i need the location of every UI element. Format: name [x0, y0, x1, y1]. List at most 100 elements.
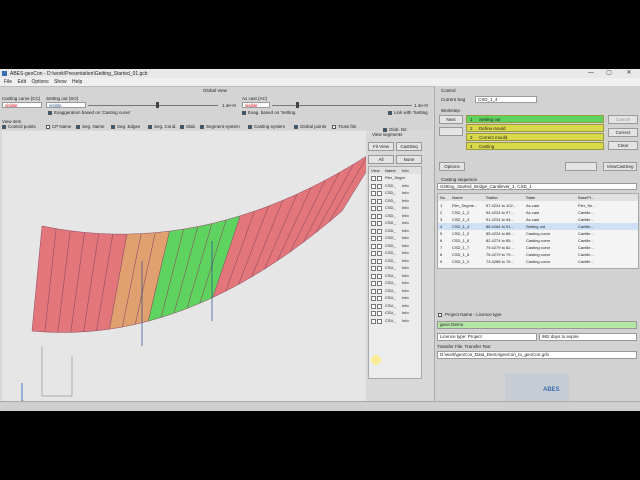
as-cast-field[interactable]: visible	[242, 102, 270, 108]
view-item-checkbox[interactable]	[2, 125, 6, 129]
view-checkbox[interactable]	[371, 206, 376, 211]
segment-row[interactable]: CSD_ Info	[369, 204, 421, 211]
fit-view-button[interactable]: Fit View	[368, 142, 394, 151]
segment-info-button[interactable]: Info	[402, 265, 409, 270]
visible-checkbox[interactable]	[377, 206, 382, 211]
close-button[interactable]: ✕	[626, 70, 632, 76]
view-checkbox[interactable]	[371, 296, 376, 301]
view-checkbox[interactable]	[371, 288, 376, 294]
view-item-checkbox[interactable]	[332, 125, 336, 129]
segment-row[interactable]: CSD_ Info	[369, 234, 421, 241]
view-item-slab[interactable]: Slab	[186, 124, 196, 129]
menu-options[interactable]: Options	[31, 79, 49, 85]
view-item-cp-name[interactable]: CP Name	[52, 124, 72, 129]
table-row[interactable]: 2 CSD_1_2 94.4224 to 97... As cast Cantile..…	[438, 209, 638, 216]
next-button[interactable]: Next	[439, 115, 463, 124]
table-row[interactable]: 3 CSD_1_3 91.4224 to 94... As cast Cantile..…	[438, 216, 638, 223]
maximize-button[interactable]: ▢	[606, 70, 612, 76]
segment-row[interactable]: CSU_ Info	[369, 317, 421, 324]
link-checkbox[interactable]	[388, 111, 392, 115]
project-checkbox[interactable]	[438, 313, 442, 317]
visible-checkbox[interactable]	[377, 266, 382, 271]
segment-row[interactable]: CSD_ Info	[369, 219, 421, 226]
view-item-checkbox[interactable]	[111, 125, 115, 129]
visible-checkbox[interactable]	[377, 296, 382, 301]
view-item-control-points[interactable]: Control points	[8, 124, 36, 129]
visible-checkbox[interactable]	[377, 303, 382, 309]
previous-button[interactable]	[439, 127, 463, 136]
segment-info-button[interactable]: Info	[402, 190, 409, 195]
view-item-seg-name[interactable]: Seg. Name	[82, 124, 105, 129]
visible-checkbox[interactable]	[377, 258, 382, 264]
view-item-seg-cond[interactable]: Seg. Cond.	[154, 124, 177, 129]
view-segments-list[interactable]: View Name Info Pier_Segm CSD_ Info CSD_ Info…	[368, 166, 422, 379]
view-checkbox[interactable]	[371, 266, 376, 271]
view-item-checkbox[interactable]	[294, 125, 298, 129]
segment-info-button[interactable]: Info	[402, 317, 409, 323]
segment-row[interactable]: CSD_ Info	[369, 249, 421, 256]
segment-row[interactable]: CSU_ Info	[369, 302, 421, 309]
visible-checkbox[interactable]	[377, 213, 382, 219]
workstep-item[interactable]: 4 Casting	[466, 142, 604, 150]
visible-checkbox[interactable]	[377, 288, 382, 294]
options-button[interactable]: Options	[439, 162, 465, 171]
visible-checkbox[interactable]	[377, 228, 382, 234]
visible-checkbox[interactable]	[377, 183, 382, 189]
view-item-checkbox[interactable]	[46, 125, 50, 129]
visible-checkbox[interactable]	[377, 318, 382, 324]
view-cast-seg-button[interactable]: ViewCastSeg	[603, 162, 637, 171]
casting-curve-field[interactable]: visible	[2, 102, 42, 108]
cancel-button[interactable]: Cancel	[608, 115, 638, 124]
segment-info-button[interactable]: Info	[402, 182, 409, 188]
segment-info-button[interactable]: Info	[402, 287, 409, 293]
setting-out-field[interactable]: visible	[46, 102, 86, 108]
view-item-global-points[interactable]: Global points	[300, 124, 327, 129]
view-item-casting-system[interactable]: Casting-system	[254, 124, 286, 129]
segment-row[interactable]: CSD_ Info	[369, 197, 421, 204]
all-button[interactable]: All	[368, 155, 394, 164]
segment-info-button[interactable]: Info	[402, 242, 409, 248]
workstep-item[interactable]: 2 Define mould	[466, 124, 604, 132]
visible-checkbox[interactable]	[377, 281, 382, 286]
view-item-checkbox[interactable]	[148, 125, 152, 129]
none-button[interactable]: None	[396, 155, 422, 164]
exag-setting-checkbox[interactable]	[242, 111, 246, 115]
menu-file[interactable]: File	[4, 79, 13, 85]
view-item-segment-system[interactable]: Segment-system	[206, 124, 240, 129]
visible-checkbox[interactable]	[377, 176, 382, 181]
visible-checkbox[interactable]	[377, 273, 382, 279]
view-checkbox[interactable]	[371, 191, 376, 196]
segment-info-button[interactable]: Info	[402, 272, 409, 278]
exaggeration-checkbox[interactable]	[48, 111, 52, 115]
cast-seq-button[interactable]: CastSeq	[396, 142, 422, 151]
segment-info-button[interactable]: Info	[402, 310, 409, 315]
table-row[interactable]: 7 CSD_1_7 79.4279 to 82... Casting curve Can…	[438, 244, 638, 251]
exaggeration-slider-knob[interactable]	[156, 102, 159, 108]
visible-checkbox[interactable]	[377, 221, 382, 226]
view-checkbox[interactable]	[371, 311, 376, 316]
view-item-seg-edges[interactable]: Seg. Edges	[117, 124, 141, 129]
view-checkbox[interactable]	[371, 176, 376, 181]
segment-row[interactable]: CSU_ Info	[369, 279, 421, 286]
3d-viewport[interactable]	[2, 131, 383, 409]
segment-row[interactable]: CSU_ Info	[369, 272, 421, 279]
segment-row[interactable]: Pier_Segm	[369, 174, 421, 181]
table-row[interactable]: 5 CSD_1_5 85.4224 to 88... Casting curve Can…	[438, 230, 638, 237]
casting-sequence-table[interactable]: No Name Station State BasePt... 1 Pier_Se…	[437, 193, 639, 269]
view-checkbox[interactable]	[371, 221, 376, 226]
view-checkbox[interactable]	[371, 213, 376, 219]
segment-row[interactable]: CSD_ Info	[369, 212, 421, 219]
segment-info-button[interactable]: Info	[402, 280, 409, 285]
view-checkbox[interactable]	[371, 251, 376, 256]
workstep-item[interactable]: 3 Correct mould	[466, 133, 604, 141]
view-item-checkbox[interactable]	[180, 125, 184, 129]
exag-setting-slider-knob[interactable]	[296, 102, 299, 108]
segment-row[interactable]: CSU_ Info	[369, 264, 421, 271]
casting-sequence-select[interactable]: Getting_Started_Bridge_Cantilever_1, CSD…	[437, 183, 637, 190]
table-row[interactable]: 6 CSD_1_6 82.4274 to 85... Casting curve Can…	[438, 237, 638, 244]
view-checkbox[interactable]	[371, 243, 376, 249]
segment-info-button[interactable]: Info	[402, 212, 409, 218]
transfer-path-field[interactable]: D:\work\geoCon_Data_Demo\geoCon_to_geoCo…	[437, 351, 637, 359]
visible-checkbox[interactable]	[377, 311, 382, 316]
visible-checkbox[interactable]	[377, 191, 382, 196]
